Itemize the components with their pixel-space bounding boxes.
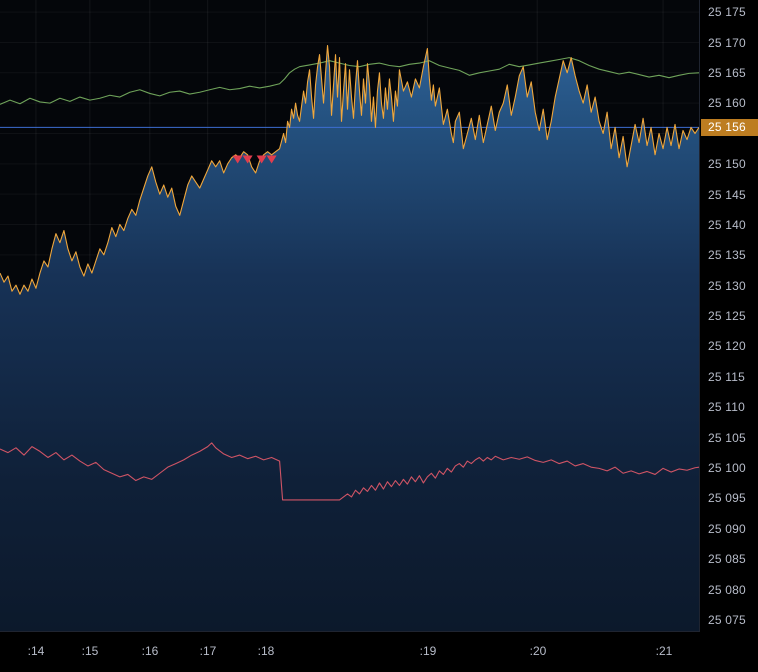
price-axis[interactable]: 25 156 25 175 25 170 25 165 25 160 25 150 25 … [701,0,758,632]
price-axis-label: 25 105 [708,430,746,445]
price-axis-label: 25 145 [708,187,746,202]
price-axis-label: 25 140 [708,217,746,232]
time-axis-label: :18 [257,644,275,658]
price-axis-label: 25 170 [708,35,746,50]
time-axis-label: :14 [27,644,45,658]
price-area-fill [0,45,699,631]
time-axis-label: :19 [419,644,437,658]
sell-signal-marker-icon [242,155,253,164]
last-price-badge: 25 156 [701,119,758,137]
sell-signal-marker-icon [256,155,267,164]
price-series-line [0,44,699,295]
price-axis-label: 25 135 [708,248,746,263]
lower-band-series-line [0,442,699,501]
price-axis-label: 25 075 [708,612,746,627]
price-axis-label: 25 115 [708,369,746,384]
price-axis-label: 25 160 [708,96,746,111]
price-axis-label: 25 110 [708,400,746,415]
chart-area[interactable] [0,0,700,632]
sell-signal-marker-icon [232,155,243,164]
price-axis-label: 25 085 [708,552,746,567]
price-axis-label: 25 120 [708,339,746,354]
sell-signal-marker-icon [266,155,277,164]
price-chart-svg [0,0,699,631]
price-axis-label: 25 130 [708,278,746,293]
price-axis-label: 25 150 [708,157,746,172]
time-axis-label: :21 [655,644,673,658]
time-axis-label: :16 [141,644,159,658]
price-axis-label: 25 100 [708,460,746,475]
time-axis[interactable]: :14 :15 :16 :17 :18 :19 :20 :21 [0,633,758,672]
price-axis-label: 25 090 [708,521,746,536]
time-axis-label: :20 [529,644,547,658]
price-axis-label: 25 175 [708,5,746,20]
price-axis-label: 25 080 [708,582,746,597]
price-axis-label: 25 095 [708,491,746,506]
price-axis-label: 25 165 [708,65,746,80]
time-axis-label: :15 [81,644,99,658]
time-axis-label: :17 [199,644,217,658]
price-axis-label: 25 125 [708,309,746,323]
